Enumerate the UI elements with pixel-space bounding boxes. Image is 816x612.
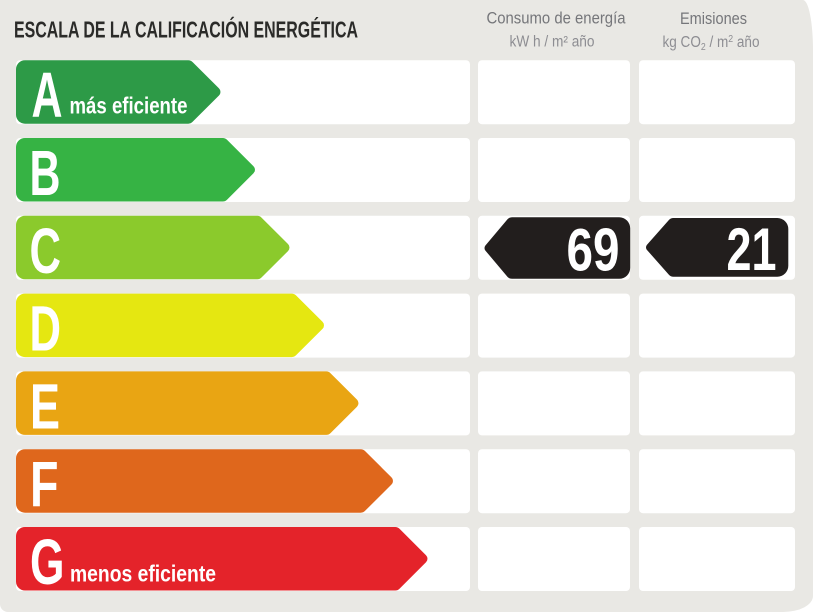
svg-text:A: A: [32, 59, 63, 131]
svg-text:E: E: [30, 370, 60, 442]
svg-text:F: F: [30, 448, 59, 520]
svg-text:ESCALA DE LA CALIFICACIÓN ENER: ESCALA DE LA CALIFICACIÓN ENERGÉTICA: [14, 16, 358, 43]
svg-text:Consumo de energía: Consumo de energía: [487, 9, 626, 28]
svg-text:más eficiente: más eficiente: [70, 93, 188, 119]
svg-text:kW h / m² año: kW h / m² año: [510, 34, 595, 51]
svg-text:Emisiones: Emisiones: [680, 9, 747, 28]
svg-text:C: C: [30, 215, 62, 287]
svg-text:21: 21: [727, 216, 777, 283]
svg-text:G: G: [30, 526, 65, 598]
svg-text:kg CO2 / m2 año: kg CO2 / m2 año: [663, 34, 760, 53]
svg-text:menos eficiente: menos eficiente: [70, 561, 216, 587]
svg-text:B: B: [30, 137, 61, 209]
svg-text:69: 69: [567, 216, 620, 283]
svg-text:D: D: [30, 293, 62, 365]
